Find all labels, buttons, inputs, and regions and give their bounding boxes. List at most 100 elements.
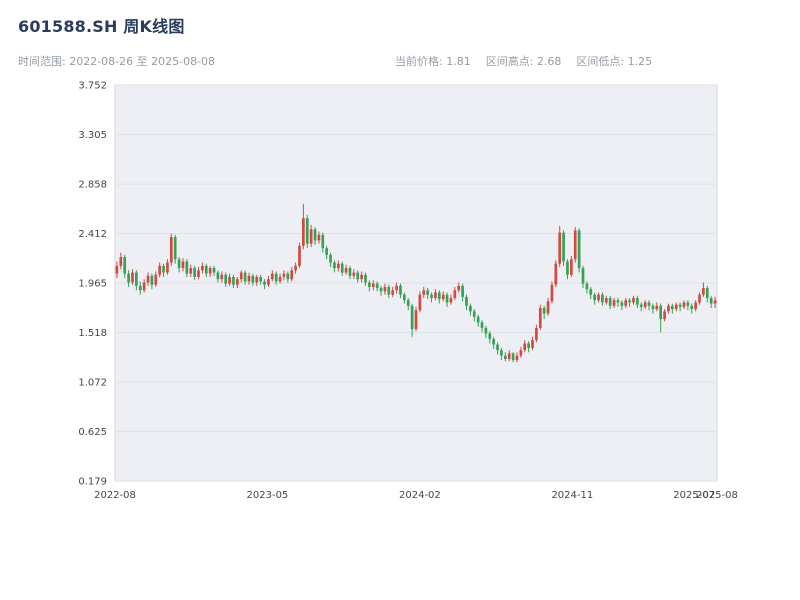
candle [216,270,220,283]
candle [263,279,266,290]
candle-body [216,272,220,280]
candle-body [418,294,422,311]
candle [472,309,476,322]
candle [558,225,562,267]
candle [360,271,363,283]
candle-body [616,300,620,303]
y-tick-label: 1.518 [78,328,107,339]
candle-body [138,285,142,291]
candle [212,265,216,276]
candle-body [608,298,612,306]
candle [531,336,534,351]
candle [166,259,169,275]
candle-body [542,307,546,314]
candle-body [667,305,670,312]
y-tick-label: 2.858 [78,180,107,191]
candle-body [131,272,134,283]
candle [441,291,445,302]
candle [154,271,158,287]
candle [593,292,596,305]
candle [387,284,391,299]
candle [368,280,371,292]
candle-body [344,268,348,273]
candle [259,274,262,285]
candle [406,298,410,311]
candle [566,259,569,280]
candle [119,252,123,270]
candle [589,286,593,300]
candle [554,260,558,287]
candle [201,262,204,274]
candle-body [702,288,705,295]
candle-body [278,276,282,282]
candle [364,272,367,286]
candle [189,264,193,277]
candle [519,346,523,358]
candle-body [484,327,488,334]
candle [674,302,678,312]
candle-body [643,302,647,307]
candle-body [445,294,449,303]
candle [356,270,360,283]
candle [449,294,453,305]
candle-body [177,259,181,269]
candle-body [698,294,701,303]
candle [239,270,243,283]
candle [403,292,406,304]
candle-body [659,305,663,320]
candle [321,232,325,253]
candle-body [546,301,550,314]
x-tick-label: 2024-11 [551,490,593,501]
price-stats: 当前价格: 1.81 区间高点: 2.68 区间低点: 1.25 [395,53,652,69]
candle [667,303,670,314]
candle [138,281,142,295]
candle-body [523,343,527,351]
candle [535,324,538,343]
date-range-label: 时间范围: 2022-08-26 至 2025-08-08 [18,55,216,68]
candle [550,281,554,304]
candle-body [146,275,150,283]
candle [317,231,321,244]
candle [445,292,449,307]
candle-body [360,274,363,280]
candle [480,320,484,333]
candle-body [585,283,589,290]
candle-body [286,273,290,280]
candle [173,234,177,264]
candle-body [255,276,259,283]
candle [573,227,577,263]
candle [305,214,309,249]
candle [278,273,282,284]
candle-body [469,305,472,312]
candle [492,336,496,349]
candle [453,286,457,301]
candle [302,203,305,250]
candle [694,300,697,312]
candle-body [340,263,344,273]
candle [181,258,185,272]
candle-body [705,288,709,299]
candle-body [472,311,476,317]
candle-body [379,288,383,292]
candle-body [612,300,616,306]
candle-body [531,340,534,348]
candle-body [142,282,146,291]
candle-body [232,276,235,285]
candle-body [519,350,523,356]
candle [542,305,546,320]
candle-body [395,285,398,291]
candle [430,292,433,303]
candle-body [333,262,336,269]
candle [465,294,468,311]
candle-body [181,261,185,269]
candle [457,282,461,293]
candle-body [247,275,251,282]
candle [286,271,290,283]
candle [663,309,666,322]
candle-body [527,343,530,348]
page-title: 601588.SH 周K线图 [18,17,185,36]
candle-body [457,285,461,291]
candle [461,283,464,302]
y-tick-label: 3.752 [78,81,107,92]
candle [150,273,154,290]
